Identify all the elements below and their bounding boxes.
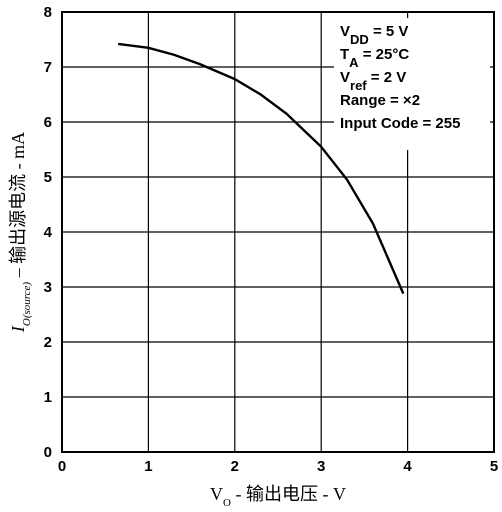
- plot-frame: [61, 11, 495, 453]
- x-tick-label: 3: [317, 458, 325, 475]
- x-tick-label: 1: [144, 458, 152, 475]
- annotation-box: [334, 18, 490, 150]
- y-tick-label: 3: [44, 279, 52, 296]
- x-tick-label: 5: [490, 458, 498, 475]
- x-tick-label: 0: [58, 458, 66, 475]
- y-tick-label: 2: [44, 334, 52, 351]
- y-tick-label: 0: [44, 444, 52, 461]
- x-tick-label: 2: [231, 458, 239, 475]
- y-tick-label: 1: [44, 389, 52, 406]
- x-axis-label: VO - 输出电压 - V: [210, 484, 346, 509]
- annotation-line: VDD = 5 V: [340, 23, 408, 47]
- annotation-line: Vref = 2 V: [340, 69, 406, 93]
- x-tick-label: 4: [403, 458, 412, 475]
- y-tick-label: 5: [44, 169, 52, 186]
- y-tick-label: 7: [44, 59, 52, 76]
- annotation-line: Input Code = 255: [340, 115, 460, 132]
- y-tick-label: 6: [44, 114, 52, 131]
- y-axis-ticks: 0 1 2 3 4 5 6 7 8: [44, 4, 53, 461]
- annotation-line: TA = 25°C: [340, 46, 409, 70]
- series-line: [118, 42, 405, 295]
- y-tick-label: 4: [44, 224, 53, 241]
- x-axis-ticks: 0 1 2 3 4 5: [58, 458, 498, 475]
- annotation-line: Range = ×2: [340, 92, 420, 109]
- y-axis-label: IO(source) – 输出源电流 - mA: [8, 132, 33, 333]
- y-tick-label: 8: [44, 4, 52, 21]
